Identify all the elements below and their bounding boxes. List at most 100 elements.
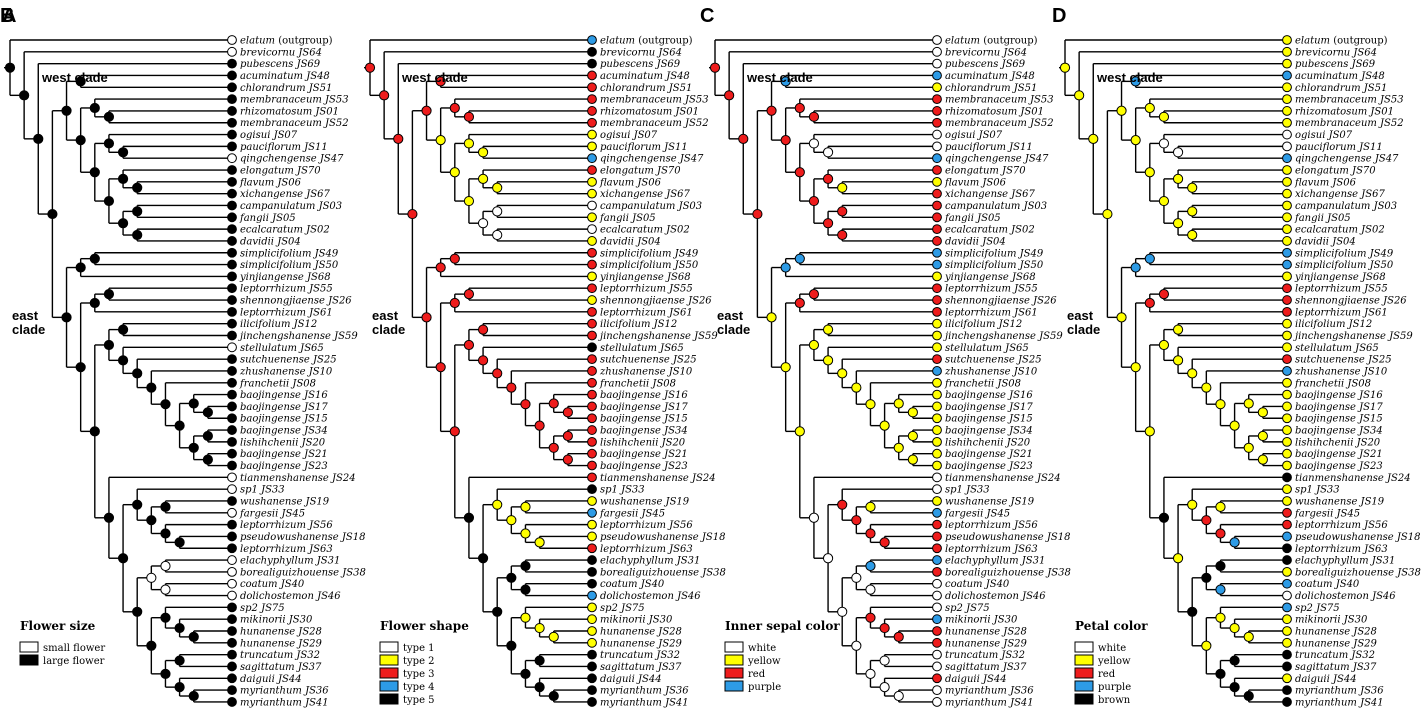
- tip-state-marker: [1282, 425, 1292, 435]
- tip-state-marker: [227, 295, 237, 305]
- tip-state-marker: [1282, 82, 1292, 93]
- ancestral-state-node: [160, 528, 171, 539]
- tip-state-marker: [932, 389, 942, 400]
- taxon-label: baojingense JS34: [240, 426, 328, 437]
- ancestral-state-node: [1215, 528, 1226, 539]
- ancestral-state-node: [160, 399, 171, 410]
- tip-state-marker: [587, 555, 597, 565]
- taxon-label: simplicifolium JS50: [240, 260, 339, 271]
- ancestral-state-node: [132, 206, 143, 217]
- tip-state-marker: [587, 448, 597, 459]
- tip-state-marker: [1282, 436, 1292, 447]
- taxon-label: simplicifolium JS50: [1295, 260, 1394, 271]
- tip-state-marker: [1282, 661, 1292, 672]
- taxon-label: franchetii JS08: [944, 378, 1021, 389]
- ancestral-state-node: [1158, 289, 1170, 300]
- tip-state-marker: [587, 472, 597, 483]
- ancestral-state-node: [1243, 398, 1254, 409]
- ancestral-state-node: [160, 584, 171, 595]
- tip-state-marker: [587, 389, 597, 400]
- tip-state-marker: [587, 153, 597, 164]
- legend-item-label: yellow: [747, 656, 781, 667]
- taxon-label: leptorrhizum JS63: [1295, 544, 1388, 555]
- taxon-label: flavum JS06: [944, 177, 1007, 188]
- tip-state-marker: [227, 117, 237, 128]
- taxon-label: pseudowushanense JS18: [945, 532, 1070, 543]
- taxon-label: coatum JS40: [600, 579, 665, 590]
- ancestral-state-node: [865, 668, 876, 679]
- taxon-label: myrianthum JS36: [600, 686, 689, 697]
- legend-item-label: small flower: [43, 643, 105, 654]
- legend: Flower shape type 1 type 2 type 3 type 4 type…: [379, 619, 469, 706]
- taxon-label: baojingense JS17: [240, 402, 328, 413]
- legend-item-label: purple: [1098, 682, 1131, 693]
- taxon-label: daiguii JS44: [945, 674, 1007, 685]
- taxon-label: stellulatum JS65: [600, 343, 684, 354]
- tip-state-marker: [932, 697, 942, 707]
- tip-state-marker: [932, 626, 942, 636]
- ancestral-state-node: [534, 420, 545, 431]
- tip-state-marker: [587, 567, 597, 577]
- ancestral-state-node: [1116, 312, 1127, 323]
- ancestral-state-node: [407, 208, 418, 220]
- ancestral-state-node: [75, 76, 86, 87]
- legend-item-label: type 5: [403, 695, 435, 706]
- taxon-label: yinjiangense JS68: [599, 272, 691, 283]
- taxon-label: ecalcaratum JS02: [600, 225, 690, 236]
- ancestral-state-node: [1215, 501, 1226, 512]
- legend-swatch: [1074, 654, 1094, 666]
- taxon-label: shennongjiaense JS26: [1295, 296, 1407, 307]
- tip-state-marker: [932, 259, 942, 270]
- ancestral-state-node: [89, 102, 100, 114]
- taxon-label: pseudowushanense JS18: [600, 532, 725, 543]
- panel-letter: A: [2, 5, 16, 27]
- tip-state-marker: [587, 697, 597, 707]
- taxon-label: baojingense JS34: [600, 426, 688, 437]
- ancestral-state-node: [1257, 407, 1268, 418]
- tip-state-marker: [1282, 673, 1292, 684]
- ancestral-state-node: [1215, 612, 1226, 623]
- tip-state-marker: [227, 496, 237, 506]
- ancestral-state-node: [1158, 111, 1170, 122]
- tip-state-marker: [932, 318, 942, 329]
- tip-state-marker: [227, 46, 237, 57]
- taxon-label: coatum JS40: [1295, 579, 1360, 590]
- east-clade-label: east: [12, 308, 39, 323]
- ancestral-state-node: [1215, 668, 1226, 679]
- tip-state-marker: [932, 602, 942, 613]
- taxon-label: pauciflorum JS11: [945, 142, 1033, 153]
- legend-swatch: [724, 680, 744, 692]
- tip-state-marker: [227, 306, 237, 317]
- taxon-label: simplicifolium JS50: [600, 260, 699, 271]
- taxon-label: baojingense JS34: [1295, 426, 1383, 437]
- ancestral-state-node: [463, 195, 475, 207]
- ancestral-state-node: [520, 584, 531, 595]
- ancestral-state-node: [477, 553, 489, 564]
- ancestral-state-node: [449, 167, 460, 178]
- tip-state-marker: [1282, 531, 1292, 542]
- tip-state-marker: [227, 271, 237, 282]
- ancestral-state-node: [89, 167, 100, 178]
- taxon-label: hunanense JS28: [240, 627, 322, 638]
- taxon-label: davidii JS04: [240, 236, 301, 247]
- tip-state-marker: [587, 354, 597, 365]
- taxon-label: pseudowushanense JS18: [1295, 532, 1420, 543]
- tip-state-marker: [932, 188, 942, 199]
- taxon-label: baojingense JS15: [1295, 414, 1383, 425]
- tip-state-marker: [1282, 58, 1292, 69]
- taxon-label: elatum (outgroup): [240, 36, 333, 47]
- tip-state-marker: [587, 188, 597, 199]
- taxon-label: fargesii JS45: [1294, 508, 1360, 519]
- panel-letter: B: [0, 5, 14, 27]
- ancestral-state-node: [780, 262, 791, 273]
- taxon-label: membranaceum JS52: [945, 118, 1054, 129]
- ancestral-state-node: [421, 105, 432, 116]
- legend-swatch: [724, 654, 744, 666]
- ancestral-state-node: [379, 90, 390, 101]
- tip-state-marker: [587, 106, 597, 116]
- ancestral-state-node: [837, 368, 848, 379]
- taxon-label: franchetii JS08: [239, 378, 316, 389]
- tip-state-marker: [932, 555, 942, 565]
- taxon-label: flavum JS06: [239, 177, 302, 188]
- taxon-label: baojingense JS23: [945, 461, 1033, 472]
